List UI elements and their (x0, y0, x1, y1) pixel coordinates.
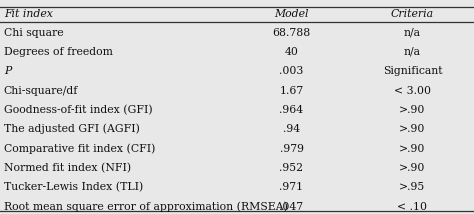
Text: Criteria: Criteria (391, 9, 434, 19)
Text: .047: .047 (280, 202, 303, 211)
Text: Fit index: Fit index (4, 9, 53, 19)
Text: .952: .952 (280, 163, 303, 173)
Text: Chi square: Chi square (4, 28, 64, 37)
Text: Normed fit index (NFI): Normed fit index (NFI) (4, 163, 131, 173)
Text: 68.788: 68.788 (273, 28, 310, 37)
Text: Root mean square error of approximation (RMSEA): Root mean square error of approximation … (4, 201, 288, 212)
Text: .971: .971 (280, 182, 303, 192)
Text: Degrees of freedom: Degrees of freedom (4, 47, 113, 57)
Text: Goodness-of-fit index (GFI): Goodness-of-fit index (GFI) (4, 105, 153, 115)
Text: P: P (4, 66, 11, 76)
Text: Comparative fit index (CFI): Comparative fit index (CFI) (4, 143, 155, 154)
Text: .979: .979 (280, 144, 303, 153)
Text: .94: .94 (283, 124, 300, 134)
Text: .003: .003 (279, 66, 304, 76)
Text: < .10: < .10 (397, 202, 428, 211)
Text: >.90: >.90 (399, 124, 426, 134)
Text: Tucker-Lewis Index (TLI): Tucker-Lewis Index (TLI) (4, 182, 143, 192)
Text: Chi-square/df: Chi-square/df (4, 86, 78, 95)
Text: 40: 40 (284, 47, 299, 57)
Text: >.95: >.95 (399, 182, 426, 192)
Text: >.90: >.90 (399, 105, 426, 115)
Text: n/a: n/a (404, 28, 421, 37)
Text: Model: Model (274, 9, 309, 19)
Text: n/a: n/a (404, 47, 421, 57)
Text: .964: .964 (280, 105, 303, 115)
Text: Significant: Significant (383, 66, 442, 76)
Text: >.90: >.90 (399, 144, 426, 153)
Text: 1.67: 1.67 (279, 86, 304, 95)
Text: >.90: >.90 (399, 163, 426, 173)
Text: The adjusted GFI (AGFI): The adjusted GFI (AGFI) (4, 124, 140, 134)
Text: < 3.00: < 3.00 (394, 86, 431, 95)
